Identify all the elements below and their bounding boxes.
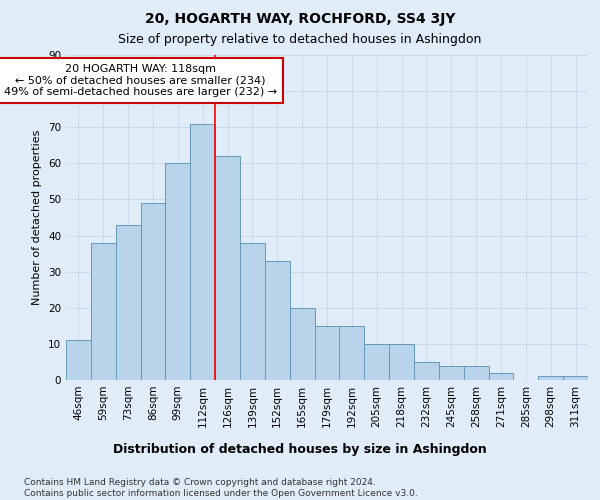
Bar	[116, 224, 140, 380]
Bar	[290, 308, 314, 380]
Bar	[314, 326, 340, 380]
Bar	[215, 156, 240, 380]
Bar	[464, 366, 488, 380]
Bar	[538, 376, 563, 380]
Bar	[190, 124, 215, 380]
Bar	[340, 326, 364, 380]
Text: 20, HOGARTH WAY, ROCHFORD, SS4 3JY: 20, HOGARTH WAY, ROCHFORD, SS4 3JY	[145, 12, 455, 26]
Bar	[265, 261, 290, 380]
Bar	[240, 243, 265, 380]
Bar	[414, 362, 439, 380]
Bar	[364, 344, 389, 380]
Bar	[389, 344, 414, 380]
Bar	[439, 366, 464, 380]
Bar	[563, 376, 588, 380]
Bar	[488, 373, 514, 380]
Y-axis label: Number of detached properties: Number of detached properties	[32, 130, 43, 305]
Bar	[140, 203, 166, 380]
Bar	[166, 164, 190, 380]
Text: Contains HM Land Registry data © Crown copyright and database right 2024.
Contai: Contains HM Land Registry data © Crown c…	[24, 478, 418, 498]
Bar	[91, 243, 116, 380]
Bar	[66, 340, 91, 380]
Text: Distribution of detached houses by size in Ashingdon: Distribution of detached houses by size …	[113, 442, 487, 456]
Text: Size of property relative to detached houses in Ashingdon: Size of property relative to detached ho…	[118, 32, 482, 46]
Text: 20 HOGARTH WAY: 118sqm
← 50% of detached houses are smaller (234)
49% of semi-de: 20 HOGARTH WAY: 118sqm ← 50% of detached…	[4, 64, 277, 97]
